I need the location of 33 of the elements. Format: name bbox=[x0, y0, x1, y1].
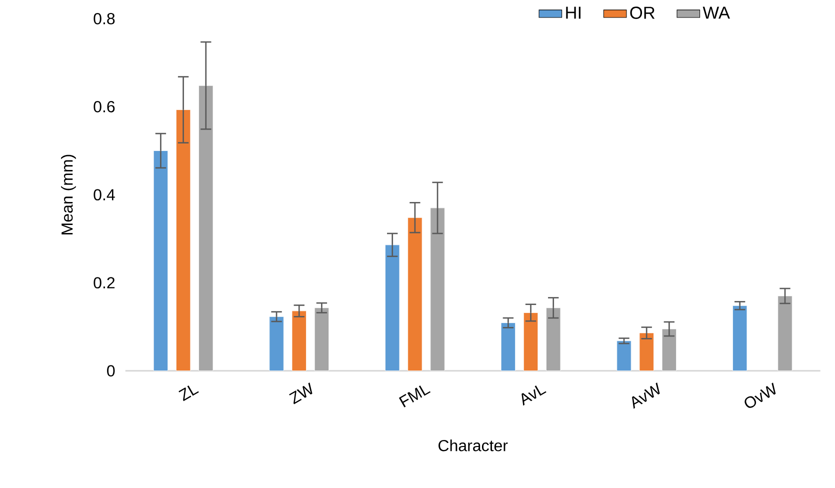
bar bbox=[523, 312, 538, 371]
bar bbox=[430, 208, 445, 371]
bar bbox=[546, 308, 561, 371]
bar bbox=[662, 328, 676, 371]
x-tick-label: ZW bbox=[289, 382, 312, 404]
bar bbox=[616, 340, 632, 371]
bar bbox=[198, 85, 214, 371]
y-tick-label: 0.2 bbox=[94, 277, 115, 288]
x-tick-label: ZL bbox=[178, 385, 199, 402]
bar bbox=[314, 308, 330, 371]
bar bbox=[385, 244, 400, 371]
y-tick-label: 0.4 bbox=[94, 188, 115, 200]
bar bbox=[732, 305, 748, 371]
y-axis-title: Mean (mm) bbox=[61, 154, 76, 234]
legend-label: OR bbox=[630, 6, 655, 19]
bar bbox=[292, 310, 306, 371]
bar bbox=[639, 332, 654, 371]
legend-label: HI bbox=[566, 6, 580, 19]
x-tick-label: FML bbox=[398, 385, 431, 408]
x-tick-label: OvW bbox=[744, 382, 776, 408]
x-axis-title: Character bbox=[438, 439, 508, 452]
bar bbox=[778, 296, 792, 371]
bar bbox=[269, 316, 284, 371]
x-tick-label: AvW bbox=[632, 382, 660, 409]
y-tick-label: 0 bbox=[107, 365, 115, 376]
y-tick-label: 0.8 bbox=[94, 12, 115, 24]
y-tick-label: 0.6 bbox=[94, 100, 115, 112]
bar bbox=[500, 322, 516, 371]
bar bbox=[408, 217, 422, 371]
legend-label: WA bbox=[702, 6, 730, 19]
bar bbox=[176, 110, 191, 371]
bar bbox=[153, 150, 168, 371]
x-tick-label: AvL bbox=[522, 385, 546, 406]
